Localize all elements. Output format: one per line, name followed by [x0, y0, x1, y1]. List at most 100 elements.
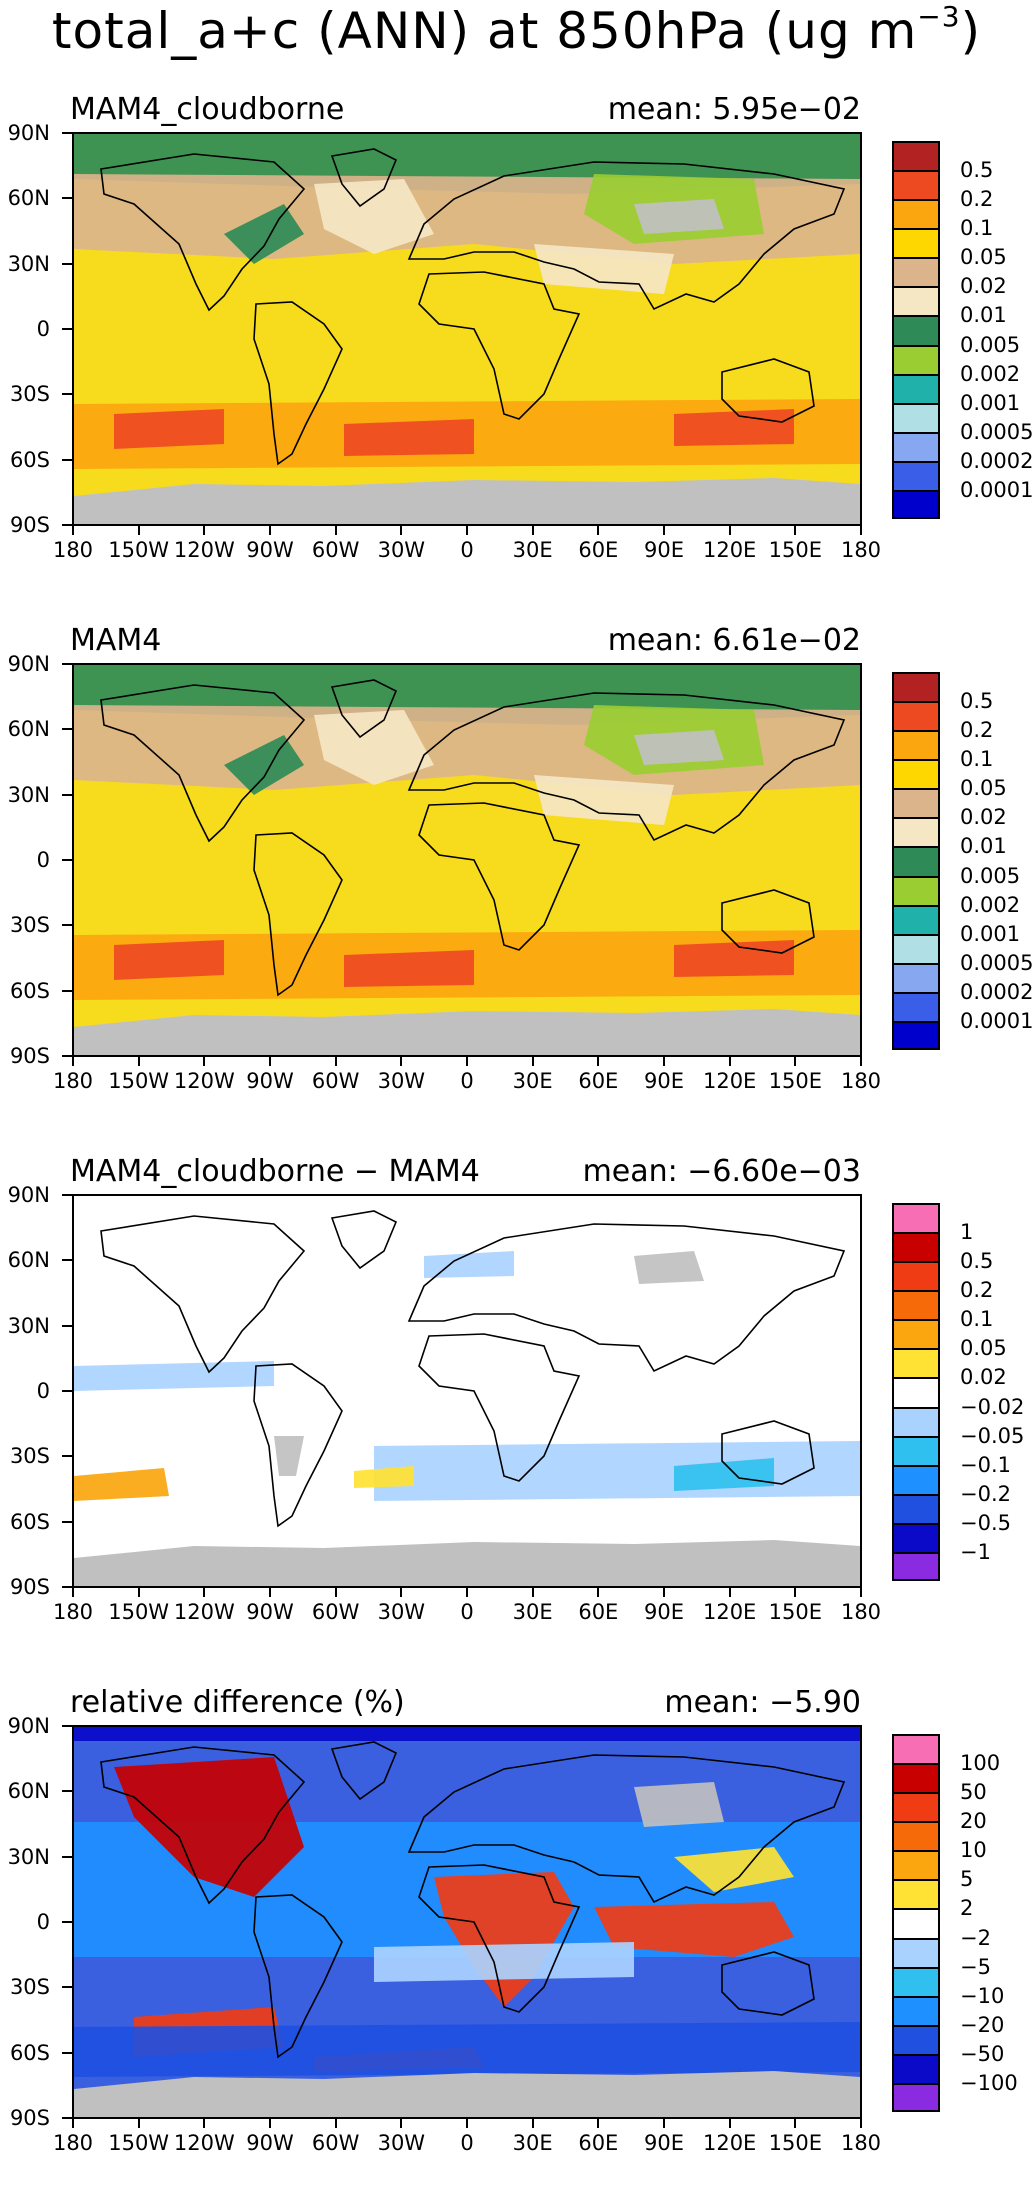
contour-region [114, 409, 224, 449]
x-tick-label: 30W [377, 1600, 426, 1624]
colorbar-swatch [892, 759, 940, 789]
x-tick [137, 1588, 140, 1597]
y-tick [62, 262, 72, 265]
x-tick-label: 150E [768, 1600, 823, 1624]
coastline-greenland [330, 1210, 398, 1270]
colorbar-swatch [892, 460, 940, 490]
colorbar-swatch [892, 1261, 940, 1291]
x-tick [531, 2119, 534, 2128]
colorbar-label: 0.005 [960, 863, 1021, 888]
x-tick [137, 2119, 140, 2128]
contour-region [114, 940, 224, 980]
colorbar-label: −5 [960, 1954, 991, 1979]
x-tick [663, 2119, 665, 2128]
colorbar-swatch [892, 1850, 940, 1880]
coastline-africa [418, 1864, 581, 2013]
x-tick [794, 1057, 797, 1066]
colorbar-swatch [892, 2024, 940, 2054]
contour-region [224, 204, 304, 264]
x-tick-label: 90W [246, 2131, 294, 2155]
x-tick-label: 0 [460, 1600, 474, 1624]
panel-mean: mean: 5.95e−02 [607, 92, 861, 127]
map-panel: MAM4_cloudborne − MAM4 mean: −6.60e−03 90N… [0, 1154, 1033, 1674]
x-tick [597, 1588, 600, 1597]
colorbar-label: −50 [960, 2041, 1005, 2066]
x-tick [269, 1588, 271, 1597]
y-tick [62, 1324, 72, 1327]
colorbar-label: 0.05 [960, 776, 1007, 801]
colorbar-label: 0.5 [960, 689, 994, 714]
colorbar-label: 0.02 [960, 274, 1007, 299]
x-tick [531, 1588, 534, 1597]
colorbar-swatch [892, 1522, 940, 1552]
coastline-australia [721, 358, 815, 423]
coastline-eurasia [407, 692, 846, 842]
contour-region [434, 1872, 574, 2007]
colorbar-label: 0.001 [960, 390, 1021, 415]
colorbar-swatch [892, 141, 940, 171]
x-tick-label: 90E [644, 2131, 684, 2155]
colorbar-swatch [892, 2053, 940, 2083]
x-tick-label: 180 [840, 1069, 882, 1093]
coastline-namerica [100, 153, 306, 312]
x-tick-label: 60E [578, 1069, 619, 1093]
x-tick-label: 90W [246, 1069, 294, 1093]
x-tick [663, 1588, 665, 1597]
x-tick-label: 120E [702, 1600, 757, 1624]
colorbar-swatch [892, 1020, 940, 1050]
colorbar-swatch [892, 402, 940, 432]
colorbar-label: 0.2 [960, 187, 994, 212]
contour-region [674, 940, 794, 977]
y-tick-label: 0 [36, 1910, 50, 1934]
y-tick-label: 30N [7, 782, 50, 807]
x-tick-label: 180 [840, 538, 882, 562]
y-tick [62, 1520, 72, 1523]
colorbar-swatch [892, 1879, 940, 1909]
colorbar-label: 0.5 [960, 158, 994, 183]
colorbar-label: 50 [960, 1780, 987, 1805]
colorbar-swatch [892, 962, 940, 992]
contour-region [74, 2022, 860, 2077]
colorbar-swatch [892, 344, 940, 374]
colorbar-swatch [892, 489, 940, 519]
colorbar-label: −20 [960, 2012, 1005, 2037]
x-tick [860, 1588, 862, 1597]
y-tick [62, 328, 72, 330]
contour-region [374, 1441, 860, 1501]
x-tick [269, 526, 271, 535]
coastline-greenland [330, 148, 398, 208]
y-tick-label: 60S [9, 2040, 50, 2065]
coastline-australia [721, 1420, 815, 1485]
x-tick-label: 90E [644, 1069, 684, 1093]
y-tick-label: 0 [36, 848, 50, 872]
contour-region [344, 419, 474, 456]
colorbar-swatch [892, 1792, 940, 1822]
x-tick-label: 180 [840, 1600, 882, 1624]
x-tick-label: 180 [840, 2131, 882, 2155]
colorbar-swatch [892, 170, 940, 200]
map-plot [72, 663, 862, 1057]
x-tick [334, 1588, 337, 1597]
coastline-eurasia [407, 1223, 846, 1373]
map-panel: MAM4_cloudborne mean: 5.95e−02 90N 60N 30N 0 3… [0, 92, 1033, 612]
contour-region [634, 1782, 724, 1827]
x-tick [203, 2119, 206, 2128]
coastline-greenland [330, 679, 398, 739]
coastline-africa [418, 271, 581, 420]
contour-region [594, 1902, 794, 1957]
y-tick-label: 60N [7, 717, 50, 742]
colorbar-label: 0.0001 [960, 477, 1033, 502]
colorbar-label: 0.1 [960, 216, 994, 241]
x-tick [400, 2119, 403, 2128]
y-tick [62, 859, 72, 861]
colorbar-label: 0.1 [960, 747, 994, 772]
coastline-samerica [253, 832, 343, 997]
y-tick [62, 989, 72, 992]
y-tick [62, 197, 72, 200]
contour-region [74, 1468, 169, 1501]
x-tick-label: 150E [768, 2131, 823, 2155]
y-tick [62, 1921, 72, 1923]
x-tick [72, 2119, 74, 2128]
panel-title: relative difference (%) [70, 1685, 405, 1720]
colorbar-swatch [892, 730, 940, 760]
